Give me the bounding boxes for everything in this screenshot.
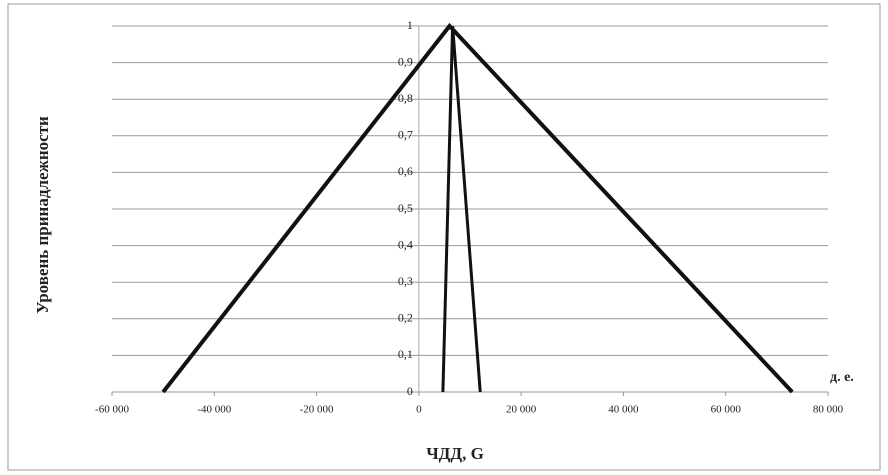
- y-axis-title: Уровень принадлежности: [33, 116, 52, 314]
- x-tick-label: 20 000: [506, 404, 537, 416]
- x-tick-label: 0: [416, 404, 422, 416]
- x-tick-label: 40 000: [608, 404, 639, 416]
- x-tick-label: -60 000: [95, 404, 129, 416]
- series-line: [441, 25, 482, 393]
- y-tick-label: 0,1: [398, 347, 413, 361]
- x-tick-label: -40 000: [197, 404, 231, 416]
- y-tick-label: 0,7: [398, 128, 413, 142]
- x-axis-title: ЧДД, G: [426, 444, 484, 463]
- y-tick-label: 0: [407, 384, 413, 398]
- y-tick-label: 0,5: [398, 201, 413, 215]
- y-tick-label: 0,4: [398, 237, 413, 251]
- y-tick-label: 0,3: [398, 274, 413, 288]
- y-tick-label: 1: [407, 18, 413, 32]
- x-unit: д. е.: [830, 370, 854, 385]
- y-tick-label: 0,6: [398, 164, 413, 178]
- x-tick-label: 80 000: [813, 404, 844, 416]
- series-line: [161, 22, 794, 394]
- chart-border: [7, 3, 881, 471]
- y-tick-label: 0,8: [398, 91, 413, 105]
- x-tick-label: 60 000: [711, 404, 742, 416]
- y-tick-label: 0,2: [398, 311, 413, 325]
- y-tick-label: 0,9: [398, 54, 413, 68]
- x-tick-label: -20 000: [300, 404, 334, 416]
